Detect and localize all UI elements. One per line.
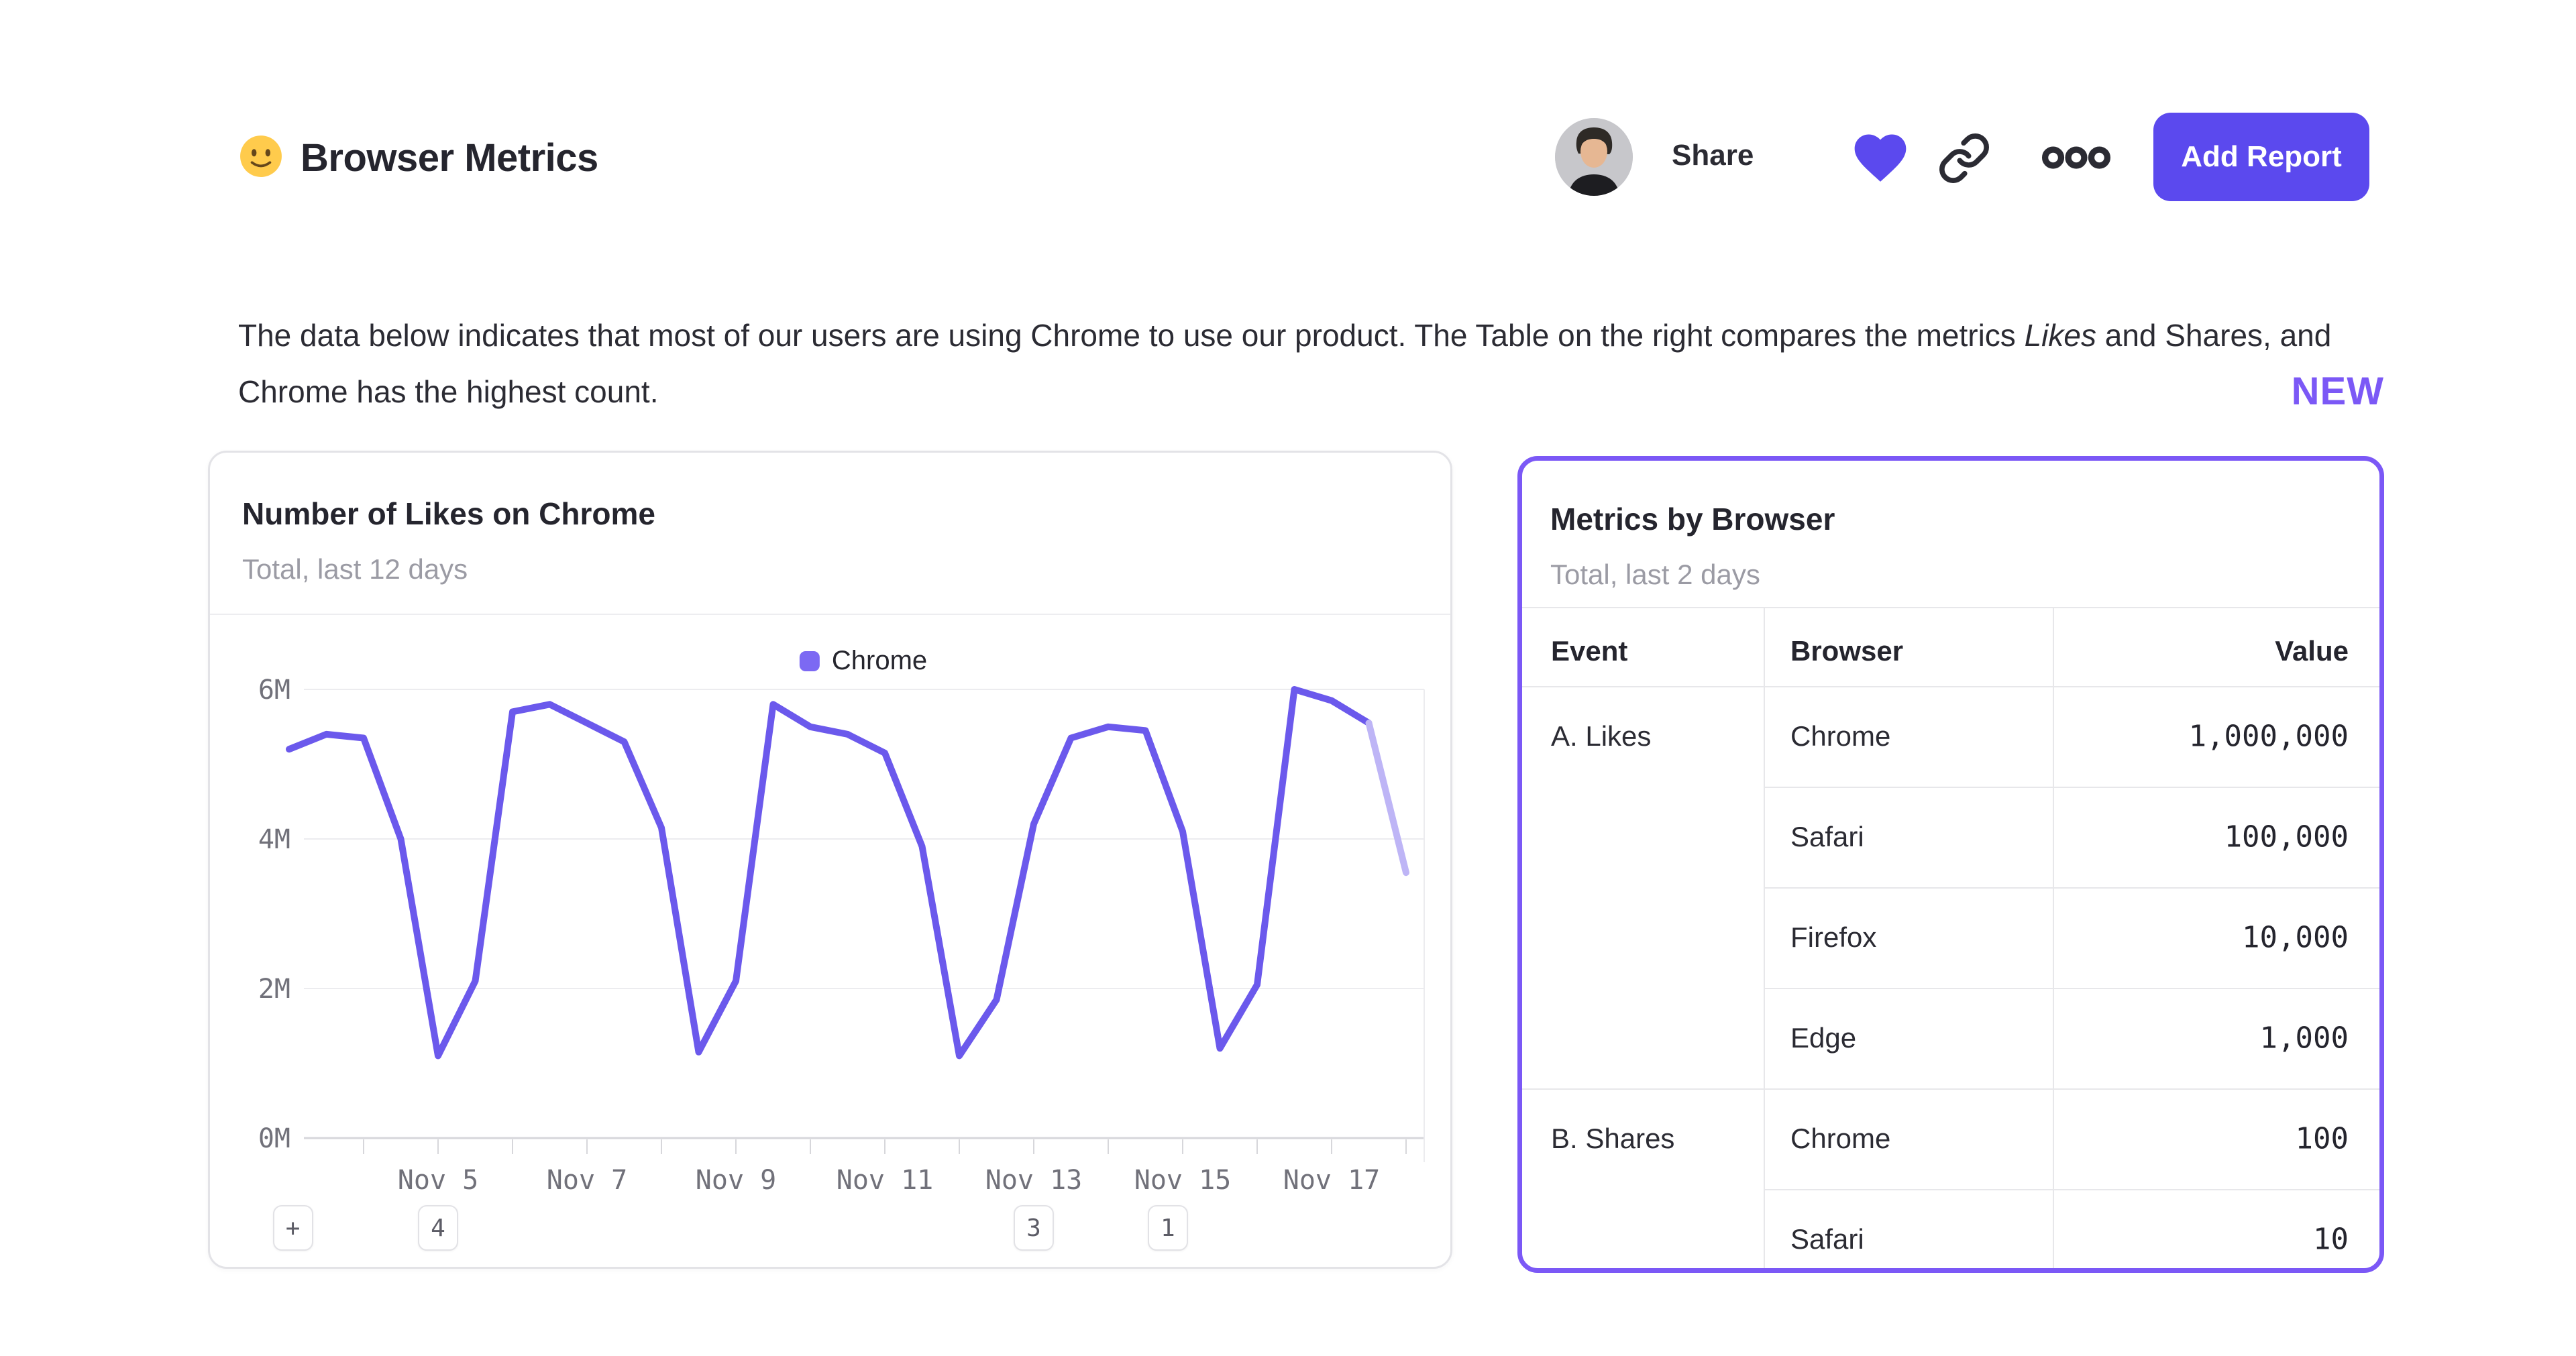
chart-card-title: Number of Likes on Chrome	[242, 496, 655, 531]
card-divider	[210, 614, 1450, 615]
table-border-line	[1522, 607, 2379, 608]
table-border-line	[1522, 1088, 2379, 1090]
description-text: The data below indicates that most of ou…	[238, 307, 2412, 420]
browser-cell: Safari	[1790, 1223, 1864, 1255]
more-options-button[interactable]	[2039, 134, 2113, 181]
x-axis-label: Nov 13	[985, 1165, 1083, 1196]
add-report-button[interactable]: Add Report	[2153, 113, 2369, 201]
table-column-border	[2053, 607, 2054, 1268]
y-axis-label: 0M	[258, 1123, 290, 1154]
y-axis-label: 2M	[258, 974, 290, 1005]
browser-cell: Firefox	[1790, 921, 1877, 953]
event-cell: B. Shares	[1551, 1123, 1675, 1154]
ellipsis-icon	[2041, 146, 2111, 169]
value-cell: 100,000	[2224, 820, 2349, 854]
browser-cell: Chrome	[1790, 720, 1891, 752]
annotation-badge-1[interactable]: 1	[1147, 1205, 1188, 1251]
x-axis-label: Nov 11	[837, 1165, 934, 1196]
table-border-line	[1764, 787, 2379, 788]
value-cell: 1,000	[2259, 1021, 2349, 1056]
table-border-line	[1522, 686, 2379, 687]
event-cell: A. Likes	[1551, 720, 1652, 752]
heart-icon	[1854, 134, 1907, 182]
copy-link-button[interactable]	[1936, 130, 1992, 186]
table-column-border	[1764, 607, 1765, 1268]
add-annotation-badge[interactable]: +	[272, 1205, 313, 1251]
y-axis-label: 6M	[258, 675, 290, 705]
table-card-title: Metrics by Browser	[1550, 502, 1835, 536]
chart-legend[interactable]: Chrome	[799, 646, 928, 676]
value-cell: 10	[2313, 1222, 2349, 1257]
page-title-block: Browser Metrics	[239, 114, 598, 201]
value-cell: 1,000,000	[2188, 719, 2349, 754]
x-axis-label: Nov 17	[1283, 1165, 1381, 1196]
chart-card-subtitle: Total, last 12 days	[242, 553, 468, 585]
chrome-series-line	[286, 686, 1373, 1060]
browser-cell: Edge	[1790, 1022, 1857, 1054]
description-segment: The data below indicates that most of ou…	[238, 318, 2025, 353]
likes-line-chart: 0M 2M 4M 6M Nov 5 Nov 7 Nov 9 Nov 11 Nov 13 Nov 1…	[258, 675, 1425, 1196]
share-label[interactable]: Share	[1672, 139, 1754, 172]
browser-cell: Chrome	[1790, 1123, 1891, 1154]
link-icon	[1939, 133, 1989, 183]
legend-swatch-chrome	[799, 651, 820, 671]
new-badge: NEW	[2291, 370, 2384, 413]
table-border-line	[1764, 1189, 2379, 1190]
value-cell: 100	[2295, 1121, 2349, 1156]
table-border-line	[1764, 988, 2379, 989]
y-axis-label: 4M	[258, 824, 290, 855]
metrics-table-card: Metrics by Browser Total, last 2 days Ev…	[1517, 456, 2384, 1273]
description-italic-segment: Likes	[2024, 318, 2096, 353]
browser-cell: Safari	[1790, 821, 1864, 852]
likes-chart-card: Number of Likes on Chrome Total, last 12…	[208, 451, 1452, 1269]
x-axis-label: Nov 15	[1134, 1165, 1232, 1196]
favorite-heart-button[interactable]	[1849, 126, 1912, 189]
annotation-badge-4[interactable]: 4	[418, 1205, 458, 1251]
description-segment: and Shares, and Chrome has the highest c…	[238, 318, 2332, 409]
column-header-browser: Browser	[1790, 635, 1904, 667]
x-axis-label: Nov 5	[398, 1165, 478, 1196]
user-avatar[interactable]	[1555, 118, 1633, 196]
column-header-event: Event	[1551, 635, 1628, 667]
value-cell: 10,000	[2242, 920, 2349, 955]
legend-label: Chrome	[831, 646, 928, 675]
annotation-badge-3[interactable]: 3	[1014, 1205, 1054, 1251]
table-card-subtitle: Total, last 2 days	[1550, 559, 1760, 590]
page-title: Browser Metrics	[301, 135, 598, 180]
smiley-emoji-icon	[239, 134, 283, 182]
column-header-value: Value	[2275, 635, 2349, 667]
chrome-series-line-faded	[1365, 720, 1409, 877]
metrics-table: Event Browser Value A. Likes Chrome 1,000,…	[1522, 461, 2379, 1268]
x-axis-label: Nov 7	[547, 1165, 627, 1196]
table-border-line	[1764, 887, 2379, 889]
x-axis-label: Nov 9	[696, 1165, 776, 1196]
